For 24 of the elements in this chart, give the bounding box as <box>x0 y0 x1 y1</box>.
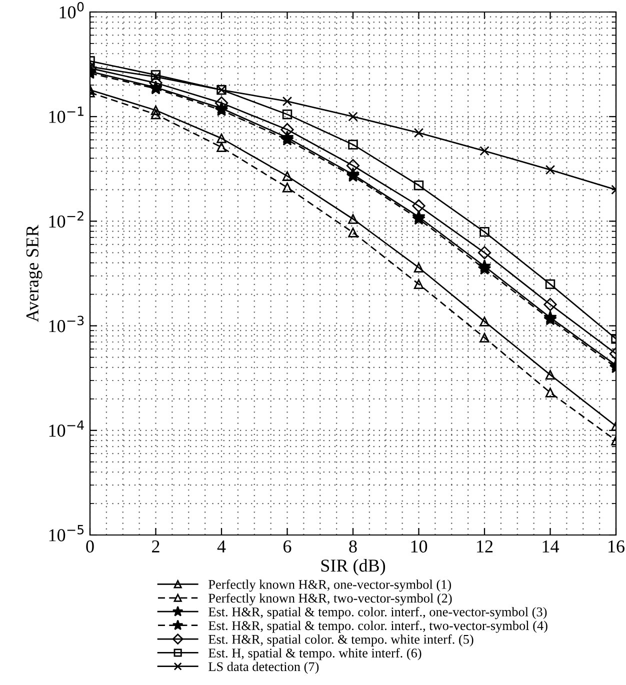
legend-label: Perfectly known H&R, one-vector-symbol (1) <box>208 580 451 592</box>
x-tick-label: 10 <box>411 540 428 553</box>
x-axis-title: SIR (dB) <box>321 559 386 576</box>
x-tick-label: 0 <box>86 540 94 553</box>
legend-label: LS data detection (7) <box>208 662 319 674</box>
legend-label: Perfectly known H&R, two-vector-symbol (2) <box>208 593 452 606</box>
legend-label: Est. H&R, spatial color. & tempo. white interf. (5) <box>208 634 474 646</box>
y-tick-label: 10$^{−5}$ <box>49 525 84 542</box>
y-tick-label: 10$^{−2}$ <box>49 211 84 228</box>
x-tick-label: 4 <box>217 540 226 552</box>
y-tick-label: 10$^{−4}$ <box>49 420 84 437</box>
x-tick-label: 12 <box>477 540 493 552</box>
legend-label: Est. H, spatial & tempo. white interf. (6) <box>208 648 422 660</box>
y-tick-label: 10$^{0}$ <box>60 2 84 18</box>
y-tick-label: 10$^{−1}$ <box>49 106 84 123</box>
legend-label: Est. H&R, spatial & tempo. color. interf., two-vector-symbol (4) <box>208 620 548 633</box>
y-tick-label: 10$^{−3}$ <box>49 316 84 332</box>
x-tick-label: 16 <box>608 540 624 553</box>
x-tick-label: 14 <box>542 540 559 552</box>
x-tick-label: 6 <box>284 540 292 553</box>
y-axis-title: Average SER <box>26 224 42 322</box>
x-tick-label: 8 <box>349 540 357 553</box>
x-tick-label: 2 <box>152 540 160 552</box>
legend-label: Est. H&R, spatial & tempo. color. interf., one-vector-symbol (3) <box>208 606 547 620</box>
